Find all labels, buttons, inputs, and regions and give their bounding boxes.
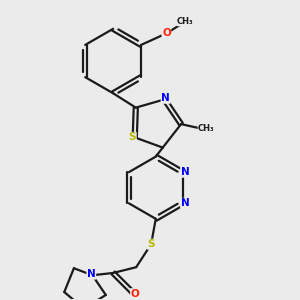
Text: N: N [181,198,189,208]
Text: S: S [147,239,155,249]
Text: S: S [129,132,136,142]
Text: CH₃: CH₃ [177,17,194,26]
Text: O: O [131,289,140,299]
Text: O: O [162,28,171,38]
Text: N: N [181,167,189,177]
Text: CH₃: CH₃ [198,124,215,133]
Text: N: N [87,269,96,279]
Text: N: N [161,93,170,103]
